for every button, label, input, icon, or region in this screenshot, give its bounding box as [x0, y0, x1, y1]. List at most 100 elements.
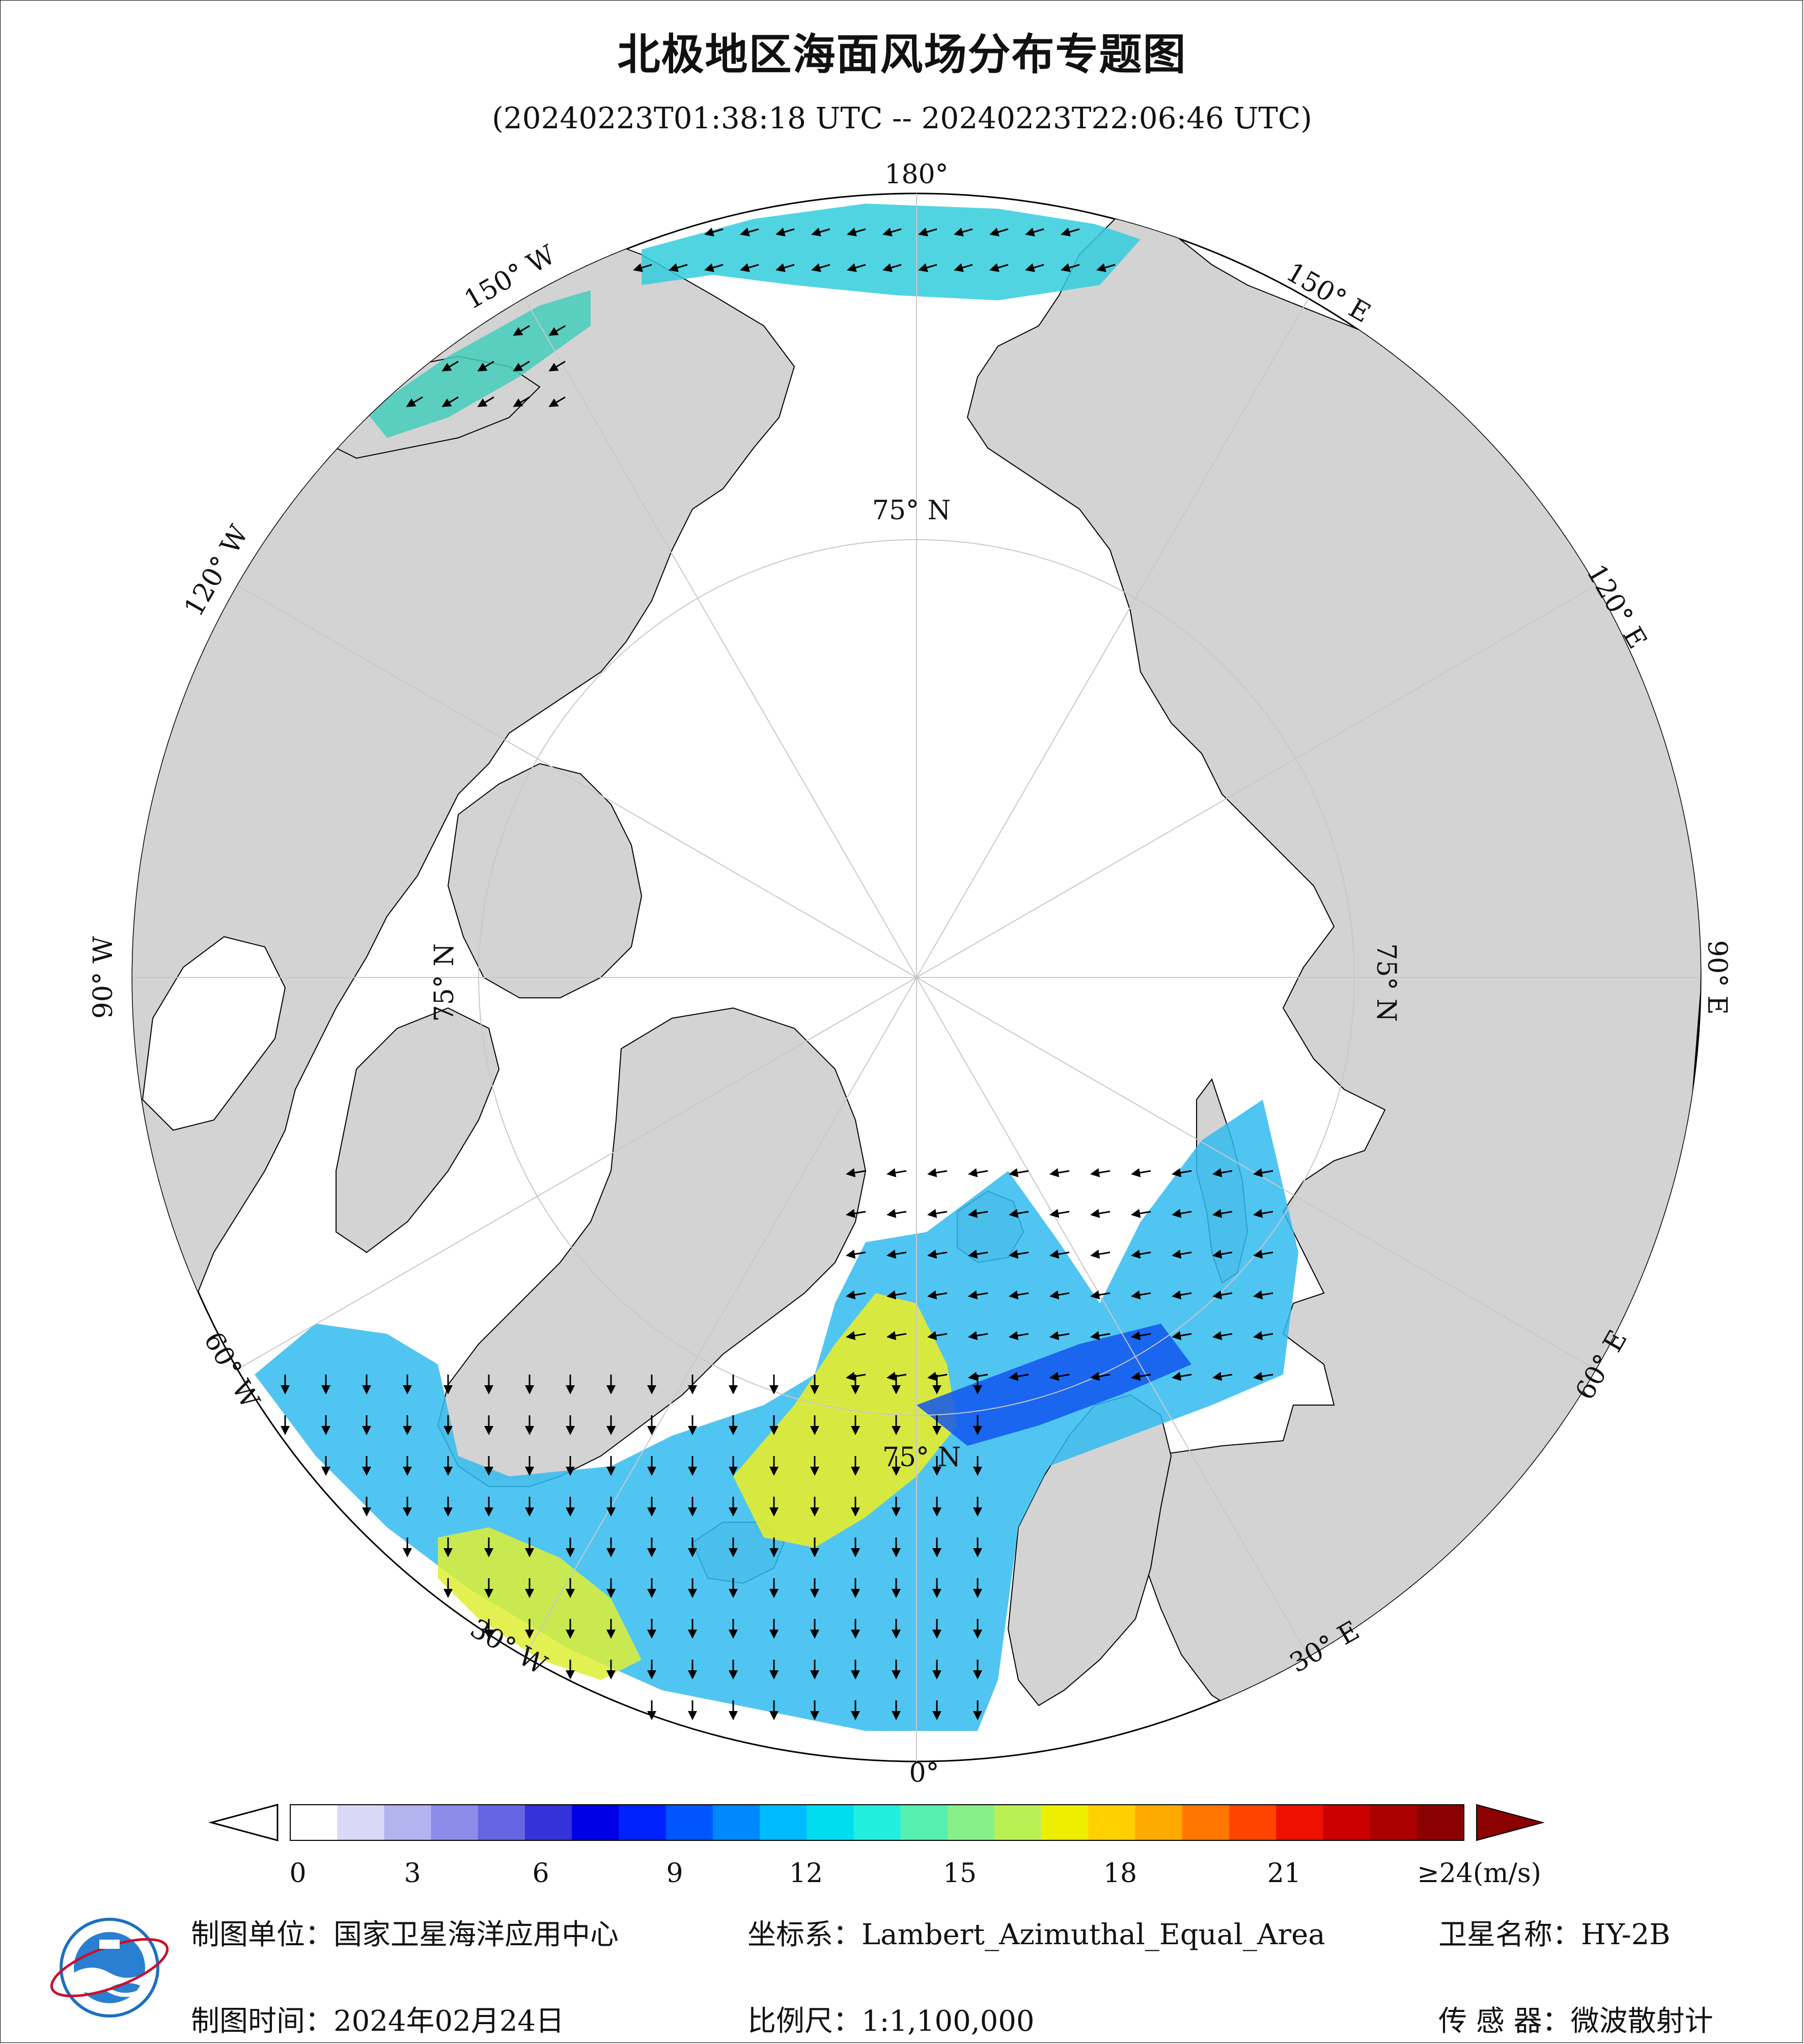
colorbar-cell	[1323, 1805, 1371, 1840]
colorbar-cell	[384, 1805, 432, 1840]
wind-arrow	[886, 1249, 907, 1259]
wind-arrow	[846, 1209, 866, 1218]
wind-arrow	[847, 263, 866, 272]
wind-arrow	[1049, 1371, 1070, 1381]
wind-arrow	[704, 263, 724, 272]
wind-arrow	[882, 263, 902, 272]
footer-time: 制图时间：2024年02月24日	[191, 2005, 565, 2038]
graticule	[132, 193, 1701, 1761]
wind-arrow	[1172, 1209, 1192, 1218]
wind-arrow	[1172, 1168, 1192, 1178]
wind-arrow	[1009, 1209, 1029, 1218]
colorbar-cell	[1088, 1805, 1136, 1840]
water-hudson-bay	[142, 936, 286, 1131]
wind-arrow	[1253, 1249, 1273, 1259]
wind-arrow	[1025, 228, 1044, 237]
wind-arrow	[1049, 1290, 1070, 1300]
colorbar-cells	[290, 1805, 1464, 1840]
lon-label-0: 0°	[909, 1758, 939, 1788]
wind-arrow	[775, 263, 795, 272]
colorbar-cell	[572, 1805, 620, 1840]
wind-arrow	[918, 263, 937, 272]
wind-arrow	[1172, 1249, 1192, 1259]
lat-label-75n-bottom: 75° N	[882, 1442, 961, 1473]
land-arctic-archipelago	[447, 763, 643, 998]
colorbar-cell	[431, 1805, 479, 1840]
map-subtitle: (20240223T01:38:18 UTC -- 20240223T22:06…	[492, 101, 1312, 135]
wind-arrow	[847, 228, 866, 237]
wind-arrow	[1212, 1371, 1233, 1381]
wind-arrow	[1090, 1371, 1111, 1381]
wind-arrow	[1172, 1371, 1192, 1381]
wind-arrow	[1253, 1371, 1273, 1381]
footer-unit: 制图单位：国家卫星海洋应用中心	[191, 1918, 619, 1951]
footer-sensor: 传 感 器：微波散射计	[1438, 2005, 1713, 2038]
wind-arrow	[1131, 1331, 1151, 1340]
colorbar-under-triangle	[208, 1804, 279, 1841]
wind-arrow	[1131, 1209, 1151, 1218]
colorbar-tick-9: 9	[666, 1858, 683, 1889]
colorbar-cell	[1229, 1805, 1277, 1840]
wind-arrow	[1131, 1249, 1151, 1259]
wind-arrow	[1131, 1168, 1151, 1178]
colorbar-cell	[665, 1805, 713, 1840]
wind-arrow	[1090, 1249, 1111, 1259]
colorbar-cell	[525, 1805, 573, 1840]
wind-arrow	[927, 1249, 948, 1259]
wind-arrow	[882, 228, 902, 237]
wind-arrow	[927, 1331, 948, 1340]
wind-arrow	[477, 360, 494, 372]
wind-arrow	[1096, 263, 1116, 272]
wind-arrow	[704, 228, 724, 237]
colorbar-tick-3: 3	[404, 1858, 421, 1889]
colorbar-cell	[337, 1805, 385, 1840]
wind-arrow	[1009, 1331, 1029, 1340]
colorbar-cell	[1370, 1805, 1418, 1840]
wind-arrow	[968, 1331, 988, 1340]
wind-arrow	[406, 396, 423, 407]
wind-arrow	[1009, 1290, 1029, 1300]
wind-arrow	[1090, 1290, 1111, 1300]
wind-arrow	[1212, 1290, 1233, 1300]
wind-arrow	[1253, 1290, 1273, 1300]
wind-arrow	[1049, 1209, 1070, 1218]
wind-arrow	[1090, 1168, 1111, 1178]
wind-arrow	[740, 228, 759, 237]
wind-arrow	[1061, 228, 1080, 237]
wind-arrow	[441, 396, 459, 407]
wind-arrow	[886, 1371, 907, 1381]
wind-arrow	[1172, 1331, 1192, 1340]
colorbar-cell	[619, 1805, 667, 1840]
wind-arrow	[1049, 1249, 1070, 1259]
wind-swath-yellow-2	[438, 1527, 642, 1680]
wind-arrow	[548, 325, 566, 336]
colorbar-tick-12: 12	[789, 1858, 823, 1889]
colorbar-cell	[947, 1805, 995, 1840]
lon-label-90w: 90° W	[88, 936, 119, 1019]
wind-arrow	[740, 263, 759, 272]
land-baffin-island	[336, 1007, 500, 1253]
wind-arrow	[954, 263, 973, 272]
wind-arrow	[1212, 1249, 1233, 1259]
colorbar-tick-18: 18	[1103, 1858, 1137, 1889]
wind-arrow	[1253, 1209, 1273, 1218]
wind-arrow	[968, 1249, 988, 1259]
wind-arrow	[886, 1331, 907, 1340]
colorbar-cell	[994, 1805, 1042, 1840]
wind-arrow	[989, 263, 1009, 272]
wind-arrow	[1172, 1290, 1192, 1300]
wind-arrow	[927, 1209, 948, 1218]
wind-arrow	[1025, 263, 1044, 272]
wind-arrow	[1090, 1209, 1111, 1218]
colorbar-cell	[1276, 1805, 1324, 1840]
wind-arrow	[1131, 1290, 1151, 1300]
wind-arrow	[441, 360, 459, 372]
wind-swath-yellow-1	[733, 1293, 957, 1548]
wind-arrow	[669, 263, 688, 272]
wind-arrow	[846, 1290, 866, 1300]
colorbar-cell	[1135, 1805, 1183, 1840]
wind-arrow	[886, 1168, 907, 1178]
colorbar-cell	[1417, 1805, 1464, 1840]
wind-arrow	[1009, 1371, 1029, 1381]
